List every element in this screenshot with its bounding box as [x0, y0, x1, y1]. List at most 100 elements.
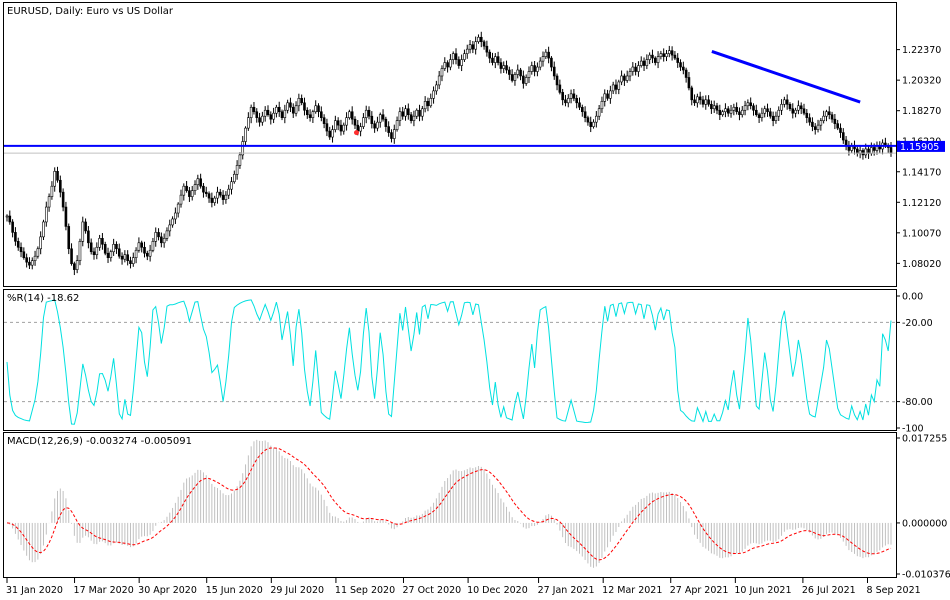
candle [600, 96, 604, 113]
candle [325, 118, 329, 137]
candle [825, 109, 828, 122]
candle-body [609, 90, 612, 99]
candle [140, 240, 144, 253]
macd-pane-frame [3, 432, 897, 578]
candle-body [783, 99, 786, 105]
candle [286, 99, 289, 114]
macd-pane[interactable]: MACD(12,26,9) -0.003274 -0.005091 0.0172… [3, 432, 950, 581]
candle [718, 104, 722, 121]
candle [659, 50, 663, 60]
candle [488, 49, 491, 64]
candle [202, 183, 205, 198]
williams-r-axis: 0.00 -20.00 -80.00 -100 [896, 292, 933, 435]
candle [95, 242, 99, 260]
candle [412, 110, 416, 127]
candle-body [148, 249, 152, 257]
candle [609, 85, 612, 104]
candle [822, 110, 825, 124]
candle [129, 256, 132, 269]
candle-body [536, 66, 539, 72]
time-tick-label: 10 Jun 2021 [734, 585, 791, 596]
candle [757, 112, 761, 124]
candle-body [247, 117, 250, 129]
candle-body [603, 93, 607, 102]
candle-body [227, 188, 231, 196]
candle-body [199, 178, 202, 187]
candle-body [757, 114, 761, 118]
price-pane[interactable]: EURUSD, Daily: Euro vs US Dollar 1.22370… [3, 2, 946, 287]
candle-body [87, 230, 90, 244]
candle [783, 96, 786, 108]
candle-body [645, 59, 649, 66]
candle [760, 107, 764, 122]
candle [701, 95, 705, 108]
candle-body [174, 212, 177, 220]
price-tick-label: 1.10070 [902, 228, 941, 239]
candle-body [679, 62, 682, 68]
candle-body [566, 98, 570, 104]
candle [749, 97, 752, 110]
candle [188, 186, 191, 202]
macd-tick-label: 0.000000 [902, 518, 947, 529]
candle-body [176, 203, 180, 214]
candle-body [541, 56, 545, 62]
candle-body [611, 84, 615, 92]
candle-body [84, 221, 87, 232]
candle [84, 218, 87, 234]
candle-body [359, 126, 362, 132]
candle-body [443, 62, 447, 69]
candle-body [162, 238, 166, 244]
williams-r-pane[interactable]: %R(14) -18.62 0.00 -20.00 -80.00 -100 [3, 289, 933, 435]
candle-body [780, 103, 783, 111]
candle [715, 102, 719, 115]
candle-body [690, 87, 694, 101]
candle-body [143, 246, 146, 254]
candle-body [252, 106, 256, 113]
candle [684, 67, 688, 83]
candle-body [303, 102, 306, 111]
candle [426, 97, 430, 112]
candle [131, 252, 135, 267]
candle [193, 180, 197, 195]
candle-body [334, 120, 337, 130]
candle-body [827, 111, 831, 116]
candle-body [311, 111, 315, 118]
candle [603, 89, 607, 107]
candle-body [179, 194, 183, 205]
candle-body [230, 181, 233, 190]
candle-body [522, 75, 525, 84]
candle-body [328, 130, 332, 138]
candle-body [597, 108, 601, 117]
candle-body [345, 117, 348, 126]
candle [334, 115, 337, 133]
candle [499, 58, 503, 74]
candle [429, 93, 433, 108]
candle-body [204, 191, 208, 194]
candle [611, 81, 615, 95]
candle-body [185, 185, 188, 191]
candle-body [101, 238, 104, 245]
candle [30, 257, 34, 270]
candle [530, 61, 534, 75]
candle-body [233, 173, 236, 183]
candle-body [637, 65, 640, 72]
candle [322, 114, 326, 129]
candle [305, 107, 309, 119]
candle-body [513, 74, 517, 81]
candle [698, 91, 702, 105]
candle [235, 160, 239, 180]
candle-body [502, 65, 506, 69]
candle [36, 246, 40, 259]
candle-body [724, 108, 727, 113]
candle [583, 106, 587, 123]
candle [407, 103, 410, 120]
candle [218, 188, 222, 198]
candle [510, 69, 514, 83]
candle [620, 70, 623, 86]
trend-line[interactable] [711, 49, 861, 104]
candle-body [14, 232, 17, 242]
candle-body [56, 171, 59, 181]
candle [348, 109, 351, 120]
price-axis: 1.223701.203201.182701.162201.141701.121… [896, 45, 945, 270]
candle-body [735, 106, 738, 113]
